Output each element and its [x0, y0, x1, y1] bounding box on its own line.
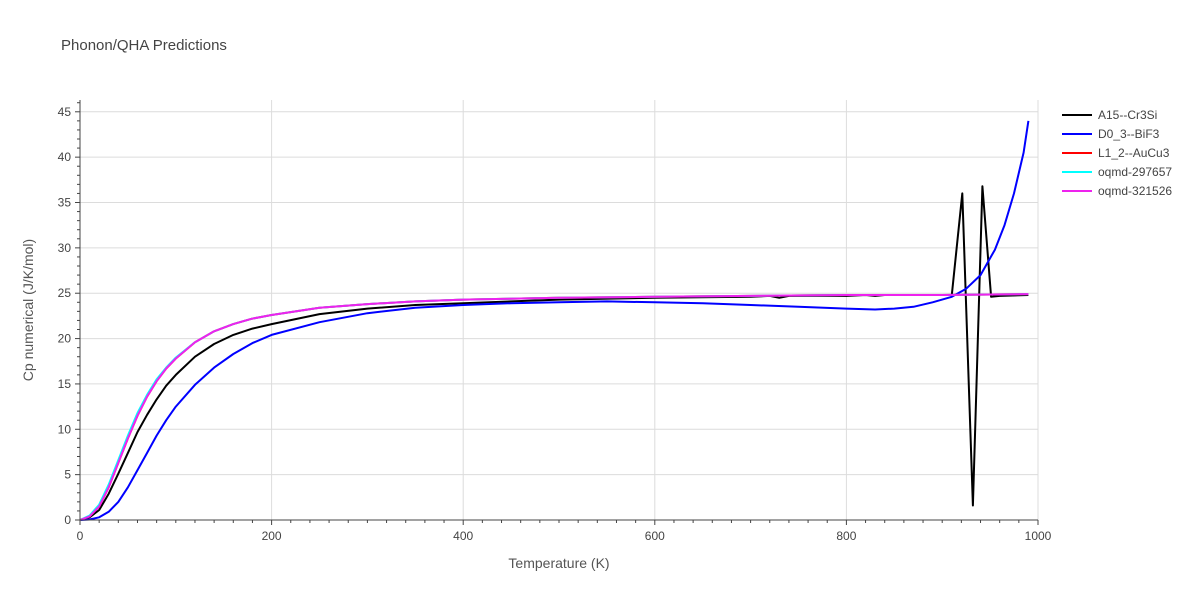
- series-line-1[interactable]: [79, 120, 1030, 521]
- y-tick-label: 45: [58, 105, 72, 119]
- x-tick-label: 1000: [1025, 529, 1052, 543]
- legend-item[interactable]: oqmd-321526: [1062, 184, 1172, 198]
- x-tick-label: 600: [645, 529, 665, 543]
- x-axis-title: Temperature (K): [508, 555, 609, 571]
- legend-label: D0_3--BiF3: [1098, 127, 1160, 141]
- chart-title: Phonon/QHA Predictions: [61, 37, 227, 54]
- x-tick-label: 0: [77, 529, 84, 543]
- y-tick-label: 20: [58, 332, 72, 346]
- x-tick-label: 400: [453, 529, 473, 543]
- series-line-4[interactable]: [79, 293, 1029, 521]
- y-tick-label: 10: [58, 422, 72, 436]
- legend-item[interactable]: D0_3--BiF3: [1062, 127, 1160, 141]
- legend-label: L1_2--AuCu3: [1098, 146, 1170, 160]
- x-tick-label: 800: [836, 529, 856, 543]
- legend-label: oqmd-297657: [1098, 165, 1172, 179]
- y-tick-label: 40: [58, 150, 72, 164]
- grid: [80, 100, 1039, 520]
- y-tick-label: 15: [58, 377, 72, 391]
- x-tick-label: 200: [262, 529, 282, 543]
- legend-item[interactable]: L1_2--AuCu3: [1062, 146, 1170, 160]
- y-tick-label: 30: [58, 241, 72, 255]
- y-tick-label: 25: [58, 286, 72, 300]
- legend-item[interactable]: A15--Cr3Si: [1062, 108, 1157, 122]
- tick-labels: 0 5 10 15 20 25 30 35 40 45 0 200 400 600 800 1000: [58, 105, 1052, 543]
- legend-label: A15--Cr3Si: [1098, 108, 1157, 122]
- axes: [75, 100, 1039, 525]
- legend[interactable]: A15--Cr3Si D0_3--BiF3 L1_2--AuCu3 oqmd-2976…: [1062, 108, 1172, 198]
- legend-label: oqmd-321526: [1098, 184, 1172, 198]
- y-tick-label: 35: [58, 196, 72, 210]
- series-layer: [79, 120, 1030, 521]
- y-tick-label: 0: [64, 513, 71, 527]
- legend-item[interactable]: oqmd-297657: [1062, 165, 1172, 179]
- y-tick-label: 5: [64, 468, 71, 482]
- y-axis-title: Cp numerical (J/K/mol): [20, 239, 36, 381]
